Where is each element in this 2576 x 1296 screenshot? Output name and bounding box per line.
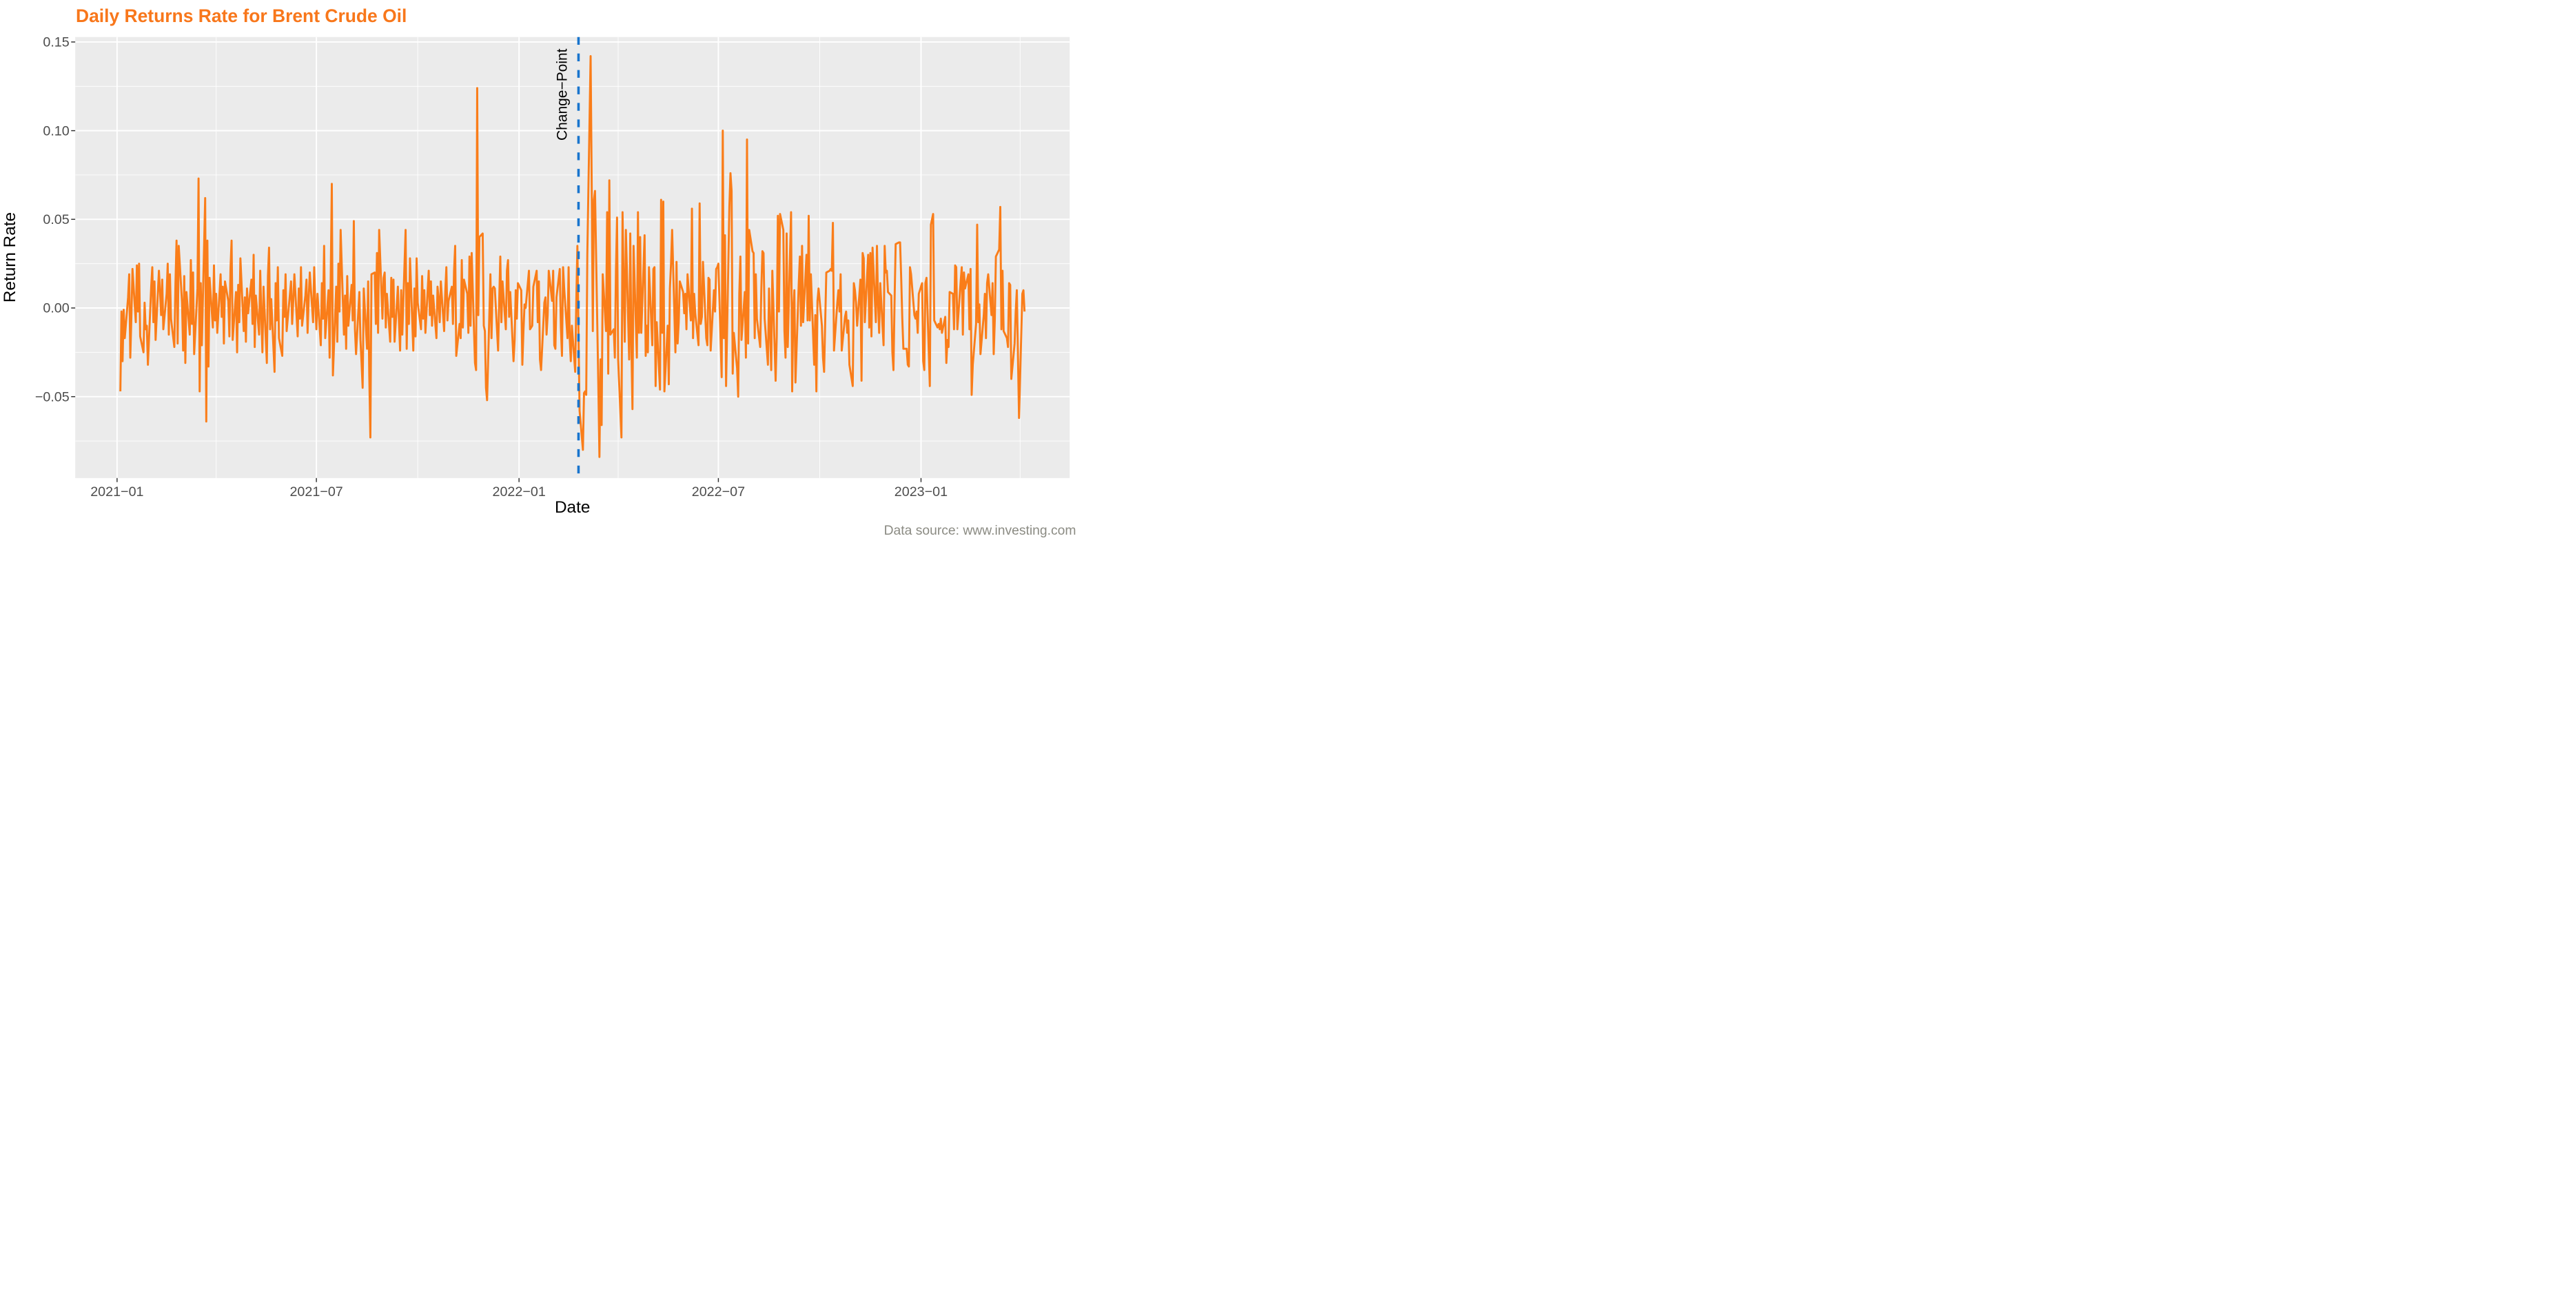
return-rate-line [119,55,1026,458]
x-tick-label: 2021−07 [289,484,343,500]
y-tick-label: 0.15 [43,35,69,50]
y-tick-label: 0.10 [43,123,69,138]
x-axis-title: Date [555,498,590,517]
x-tick-label: 2022−07 [692,484,745,500]
series-layer [119,55,1026,458]
returns-line-chart: 0.15 0.10 0.05 0.00 −0.05 2021−01 2021−07 2022−… [0,0,1081,544]
x-tick-label: 2021−01 [90,484,143,500]
x-tick-label: 2022−01 [493,484,546,500]
chart-title: Daily Returns Rate for Brent Crude Oil [76,6,407,26]
y-tick-label: 0.05 [43,212,69,227]
axis-ticks [71,41,922,482]
y-tick-label: 0.00 [43,301,69,316]
axis-tick-labels: 0.15 0.10 0.05 0.00 −0.05 2021−01 2021−07 2022−… [35,35,948,500]
x-tick-label: 2023−01 [895,484,948,500]
chart-container: 0.15 0.10 0.05 0.00 −0.05 2021−01 2021−07 2022−… [0,0,1081,544]
changepoint-label: Change−Point [554,48,570,141]
major-gridlines [75,37,1070,478]
y-tick-label: −0.05 [35,389,70,404]
data-source-note: Data source: www.investing.com [884,524,1076,538]
y-axis-title: Return Rate [1,212,19,302]
